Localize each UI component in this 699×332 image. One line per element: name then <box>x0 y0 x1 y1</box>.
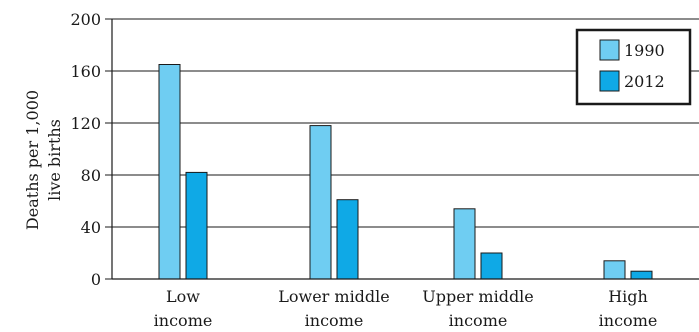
y-axis-label: Deaths per 1,000 live births <box>23 90 64 230</box>
y-tick-label: 200 <box>70 10 101 29</box>
y-tick-label: 80 <box>81 166 101 185</box>
x-tick-label: High <box>608 287 648 306</box>
y-tick-label: 40 <box>81 218 101 237</box>
bar-1990-1 <box>309 125 332 280</box>
y-axis-label-line-2: live births <box>45 119 64 201</box>
x-tick-label: income <box>305 311 364 330</box>
y-tick-labels: 0 40 80 120 160 200 <box>70 10 112 289</box>
legend: 1990 2012 <box>575 28 692 106</box>
x-tick-label: income <box>154 311 213 330</box>
x-tick-labels: Low income Lower middle income Upper middle i… <box>154 287 658 330</box>
y-axis-label-line-1: Deaths per 1,000 <box>23 90 42 230</box>
x-tick-label: Upper middle <box>422 287 534 306</box>
legend-swatch <box>599 70 620 92</box>
x-tick-label: Low <box>166 287 200 306</box>
bar-2012-2 <box>480 252 503 280</box>
y-tick-label: 0 <box>91 270 101 289</box>
bar-2012-3 <box>630 270 653 280</box>
bar-1990-3 <box>603 260 626 280</box>
bar-1990-2 <box>453 208 476 280</box>
axes <box>111 19 699 280</box>
legend-label: 1990 <box>624 41 665 60</box>
legend-swatch <box>599 39 620 61</box>
bar-1990-0 <box>158 64 181 280</box>
bar-2012-1 <box>336 199 359 280</box>
x-tick-label: income <box>449 311 508 330</box>
x-tick-label: income <box>599 311 658 330</box>
y-tick-label: 160 <box>70 62 101 81</box>
legend-label: 2012 <box>624 72 665 91</box>
y-tick-label: 120 <box>70 114 101 133</box>
bar-2012-0 <box>185 171 208 280</box>
x-tick-label: Lower middle <box>278 287 390 306</box>
legend-box <box>575 28 692 106</box>
